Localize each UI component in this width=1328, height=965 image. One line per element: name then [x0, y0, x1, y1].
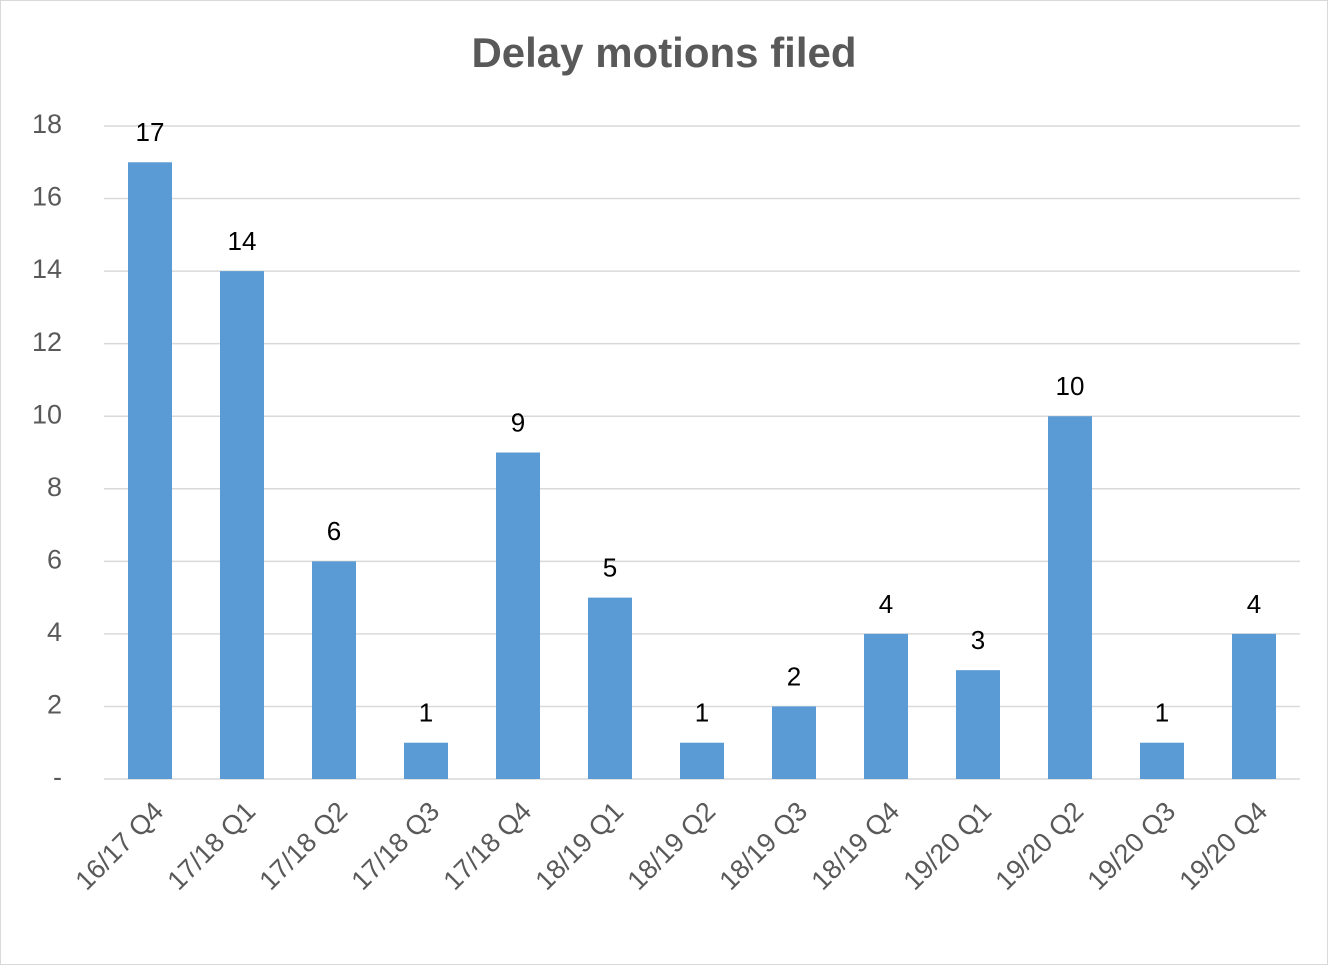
bar — [680, 742, 724, 779]
y-tick-label: 8 — [47, 472, 62, 502]
bar — [864, 633, 908, 779]
bar — [312, 561, 356, 779]
y-tick-label: 10 — [32, 399, 62, 429]
y-tick-label: 12 — [32, 327, 62, 357]
y-tick-label: 4 — [47, 617, 62, 647]
bar — [956, 670, 1000, 779]
bar — [588, 597, 632, 779]
value-label: 17 — [136, 117, 165, 147]
bar — [128, 162, 172, 779]
bar — [496, 452, 540, 779]
value-label: 1 — [695, 698, 709, 728]
bar — [772, 706, 816, 779]
chart-title: Delay motions filed — [471, 29, 856, 76]
y-tick-label: 16 — [32, 182, 62, 212]
value-label: 1 — [419, 698, 433, 728]
value-label: 6 — [327, 516, 341, 546]
value-label: 5 — [603, 552, 617, 582]
value-label: 14 — [228, 226, 257, 256]
bar — [1140, 742, 1184, 779]
y-tick-label: 2 — [47, 690, 62, 720]
value-label: 3 — [971, 625, 985, 655]
bar — [1232, 633, 1276, 779]
y-tick-label: - — [53, 762, 62, 792]
bar — [220, 271, 264, 779]
value-label: 2 — [787, 661, 801, 691]
y-tick-label: 6 — [47, 544, 62, 574]
y-tick-label: 18 — [32, 109, 62, 139]
bar — [404, 742, 448, 779]
value-label: 9 — [511, 407, 525, 437]
bar — [1048, 416, 1092, 779]
value-label: 4 — [879, 589, 893, 619]
value-label: 10 — [1056, 371, 1085, 401]
value-label: 4 — [1247, 589, 1261, 619]
value-label: 1 — [1155, 698, 1169, 728]
y-tick-label: 14 — [32, 254, 62, 284]
